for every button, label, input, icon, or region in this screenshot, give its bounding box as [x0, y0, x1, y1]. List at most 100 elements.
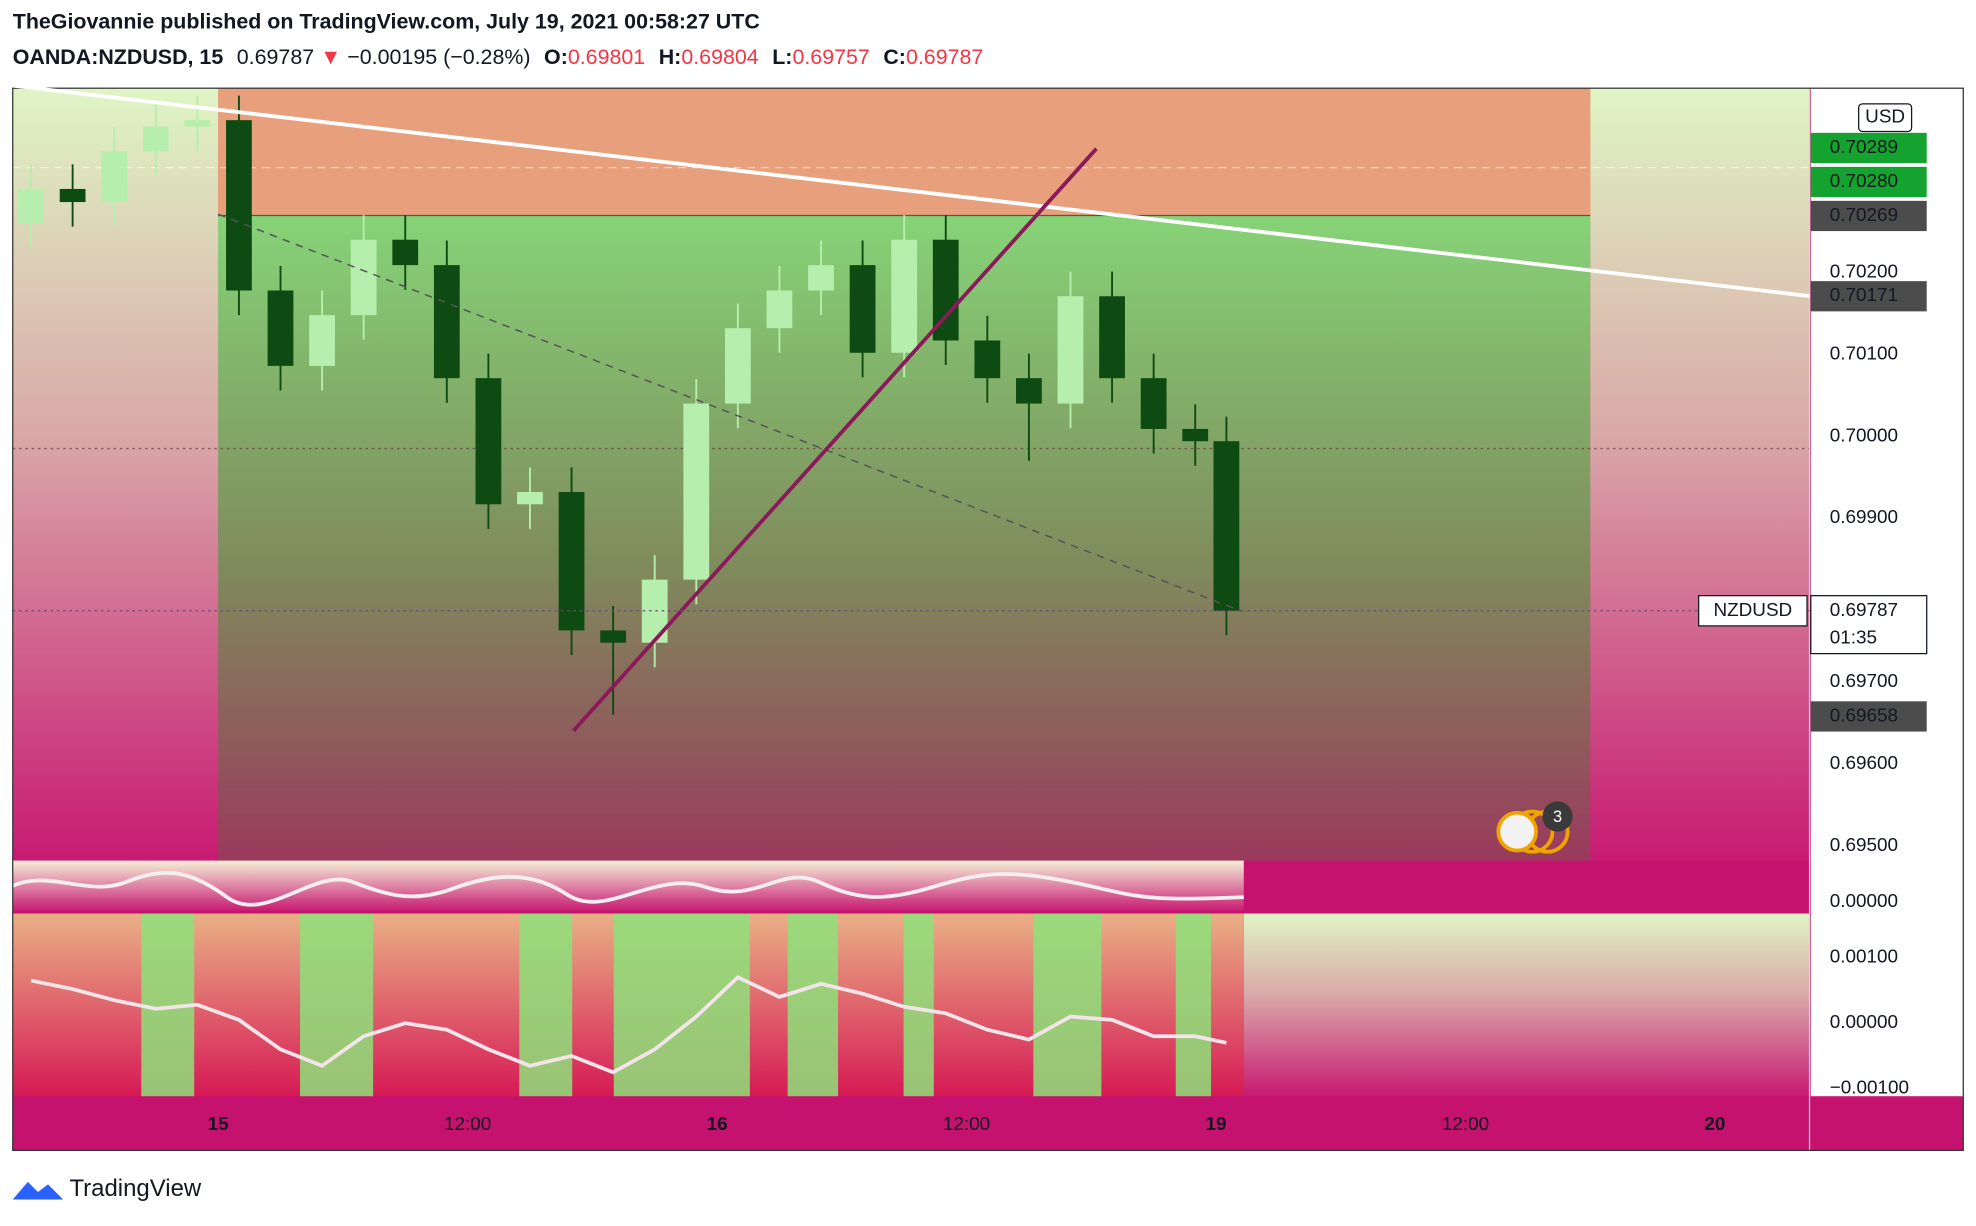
- y-tick-label: 0.00000: [1830, 891, 1898, 912]
- stop-zone: [218, 88, 1591, 216]
- right-zone: [1590, 88, 1810, 861]
- macd-band: [1033, 913, 1102, 1097]
- candle-body: [1099, 296, 1125, 379]
- macd-band: [519, 913, 573, 1097]
- ohlc-value: 0.69801: [568, 45, 645, 69]
- x-tick-label: 19: [1206, 1114, 1227, 1135]
- candle-body: [724, 328, 751, 404]
- ohlc-value: 0.69804: [681, 45, 758, 69]
- x-tick-label: 16: [707, 1114, 728, 1135]
- support-line: [572, 147, 1098, 733]
- candle-body: [1057, 296, 1084, 404]
- frame: [12, 87, 1964, 1152]
- candle-body: [59, 188, 86, 203]
- projection-line: [217, 213, 1242, 612]
- currency-bg: [1858, 103, 1913, 133]
- y-tick-label: 0.00000: [1830, 1012, 1898, 1033]
- macd-band: [1175, 913, 1212, 1097]
- y-tick-label: 0.00100: [1830, 947, 1898, 968]
- y-tick-label: 0.69700: [1830, 671, 1898, 692]
- candle-body: [226, 120, 252, 291]
- countdown: 01:35: [1830, 627, 1877, 648]
- candle-body: [517, 492, 543, 505]
- y-tick-label: 0.69600: [1830, 753, 1898, 774]
- event-badge: 3: [1496, 801, 1573, 854]
- footer: TradingView: [12, 1175, 202, 1202]
- candle-body: [974, 340, 1001, 379]
- arrow: ▼: [320, 45, 341, 69]
- candle-body: [766, 290, 793, 329]
- event-count-bg: [1542, 801, 1573, 832]
- macd-band: [613, 913, 750, 1097]
- candle-body: [475, 378, 502, 505]
- macd-band: [787, 913, 839, 1097]
- candle-body: [309, 315, 335, 366]
- ohlc-key: O:: [544, 45, 568, 69]
- candle-body: [142, 126, 169, 152]
- symbol-line: OANDA:NZDUSD, 15 0.69787 ▼ −0.00195 (−0.…: [13, 45, 984, 69]
- publisher: TheGiovannie published on TradingView.co…: [13, 9, 760, 33]
- ohlc-value: 0.69787: [906, 45, 983, 69]
- change: −0.00195 (−0.28%): [347, 45, 530, 69]
- price-label-bg: [1810, 166, 1927, 198]
- price-label: 0.70289: [1830, 137, 1898, 158]
- price-axis: [1810, 88, 1964, 1097]
- price-label: 0.70171: [1830, 285, 1898, 306]
- candle-body: [600, 630, 627, 643]
- candle-body: [849, 265, 876, 353]
- y-tick-label: 0.69900: [1830, 507, 1898, 528]
- logo: [12, 1181, 64, 1200]
- price-label-bg: [1810, 132, 1927, 164]
- candle-body: [350, 239, 377, 316]
- macd-band: [903, 913, 934, 1097]
- y-tick-label: −0.00100: [1830, 1078, 1909, 1099]
- ohlc-key: L:: [772, 45, 792, 69]
- y-tick-label: 0.70000: [1830, 425, 1898, 446]
- symbol-label-bg: [1698, 595, 1808, 627]
- candle-body: [184, 120, 211, 127]
- brand: TradingView: [69, 1175, 201, 1202]
- y-tick-label: 0.70200: [1830, 261, 1898, 282]
- candle-body: [1213, 441, 1240, 611]
- x-tick-label: 12:00: [943, 1114, 990, 1135]
- oscillator-panel: [12, 860, 1244, 911]
- oscillator-line: [11, 870, 1244, 907]
- candle-body: [558, 492, 585, 631]
- symbol: OANDA:NZDUSD, 15: [13, 45, 224, 69]
- macd-band: [300, 913, 374, 1097]
- x-tick-label: 12:00: [1442, 1114, 1489, 1135]
- candle-body: [267, 290, 294, 366]
- ohlc-key: H:: [659, 45, 682, 69]
- currency: USD: [1865, 107, 1905, 128]
- macd-line: [30, 975, 1227, 1075]
- candle-body: [18, 188, 44, 224]
- event-flag[interactable]: [1496, 810, 1538, 853]
- candle-body: [1016, 378, 1042, 404]
- symbol-label: NZDUSD: [1713, 600, 1792, 621]
- candle-body: [808, 265, 834, 291]
- price-label-bg: [1810, 281, 1927, 312]
- price-label: 0.69658: [1830, 705, 1898, 726]
- price-label: 0.70269: [1830, 205, 1898, 226]
- trend-line: [12, 83, 1810, 298]
- left-zone: [12, 88, 219, 861]
- price-label-bg: [1810, 701, 1927, 732]
- y-tick-label: 0.69500: [1830, 835, 1898, 856]
- ohlc-key: C:: [883, 45, 906, 69]
- x-tick-label: 20: [1704, 1114, 1725, 1135]
- price-label-bg: [1810, 200, 1927, 232]
- x-tick-label: 15: [208, 1114, 229, 1135]
- candle-body: [1182, 428, 1209, 442]
- price-label: 0.69787: [1830, 600, 1898, 621]
- axes: 0.70200 0.70100 0.70000 0.69900 0.69700 0.696…: [12, 103, 1928, 1135]
- candle-body: [891, 239, 918, 353]
- marks: [18, 95, 1240, 1075]
- y-tick-label: 0.70100: [1830, 343, 1898, 364]
- candle-body: [683, 403, 710, 580]
- event-count: 3: [1553, 808, 1562, 826]
- price-label: 0.70280: [1830, 171, 1898, 192]
- candle-body: [101, 151, 128, 203]
- candle-body: [433, 265, 460, 379]
